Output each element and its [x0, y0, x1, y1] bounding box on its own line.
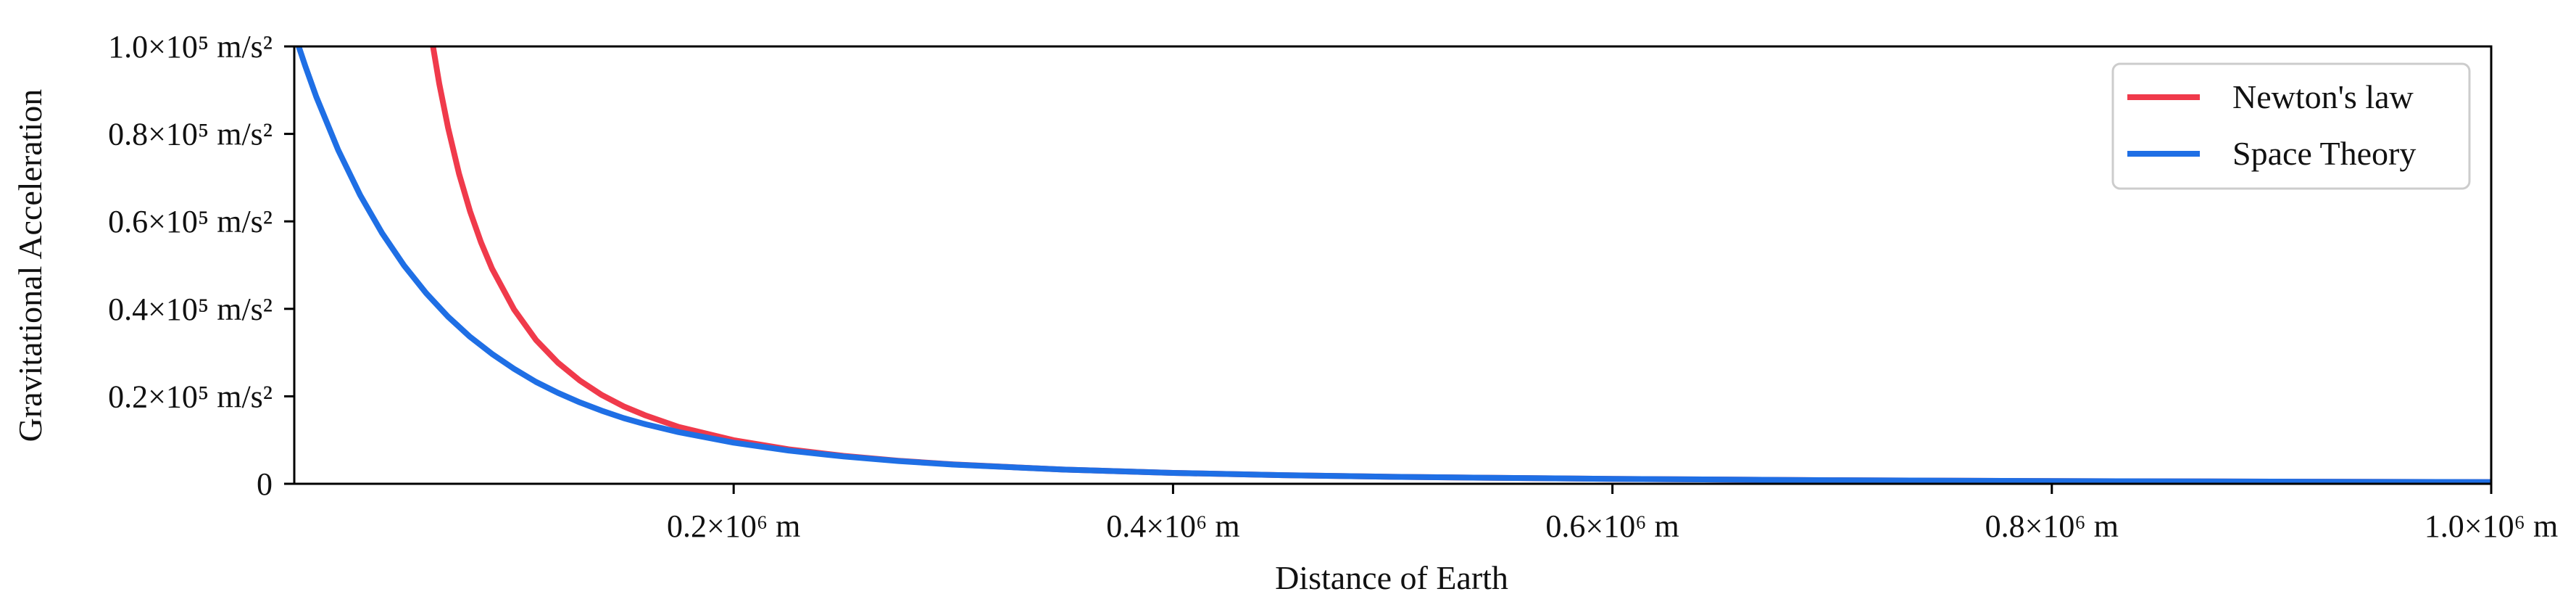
x-tick-label: 1.0×10⁶ m — [2425, 508, 2558, 544]
legend-label-space-theory: Space Theory — [2232, 135, 2416, 172]
plot-frame — [293, 45, 2493, 485]
series-layer — [296, 46, 2491, 484]
y-tick-label: 1.0×10⁵ m/s² — [108, 29, 273, 65]
y-axis: 0 0.2×10⁵ m/s² 0.4×10⁵ m/s² 0.6×10⁵ m/s² 0.8… — [108, 29, 294, 502]
y-tick-label: 0.2×10⁵ m/s² — [108, 379, 273, 414]
x-tick-label: 0.2×10⁶ m — [667, 508, 800, 544]
legend: Newton's law Space Theory — [2111, 62, 2471, 190]
y-axis-label: Gravitational Acceleration — [12, 89, 49, 442]
x-tick-label: 0.8×10⁶ m — [1985, 508, 2119, 544]
y-tick-label: 0 — [257, 466, 273, 502]
y-tick-label: 0.4×10⁵ m/s² — [108, 292, 273, 327]
legend-box — [2111, 62, 2471, 190]
y-tick-label: 0.6×10⁵ m/s² — [108, 204, 273, 239]
legend-label-newton-s-law: Newton's law — [2232, 78, 2414, 115]
y-tick-label: 0.8×10⁵ m/s² — [108, 117, 273, 152]
x-axis: 0.2×10⁶ m 0.4×10⁶ m 0.6×10⁶ m 0.8×10⁶ m 1.0×… — [667, 484, 2558, 544]
x-axis-label: Distance of Earth — [1275, 559, 1508, 596]
series-line-space-theory — [296, 46, 2491, 484]
x-tick-label: 0.4×10⁶ m — [1106, 508, 1239, 544]
x-tick-label: 0.6×10⁶ m — [1545, 508, 1679, 544]
